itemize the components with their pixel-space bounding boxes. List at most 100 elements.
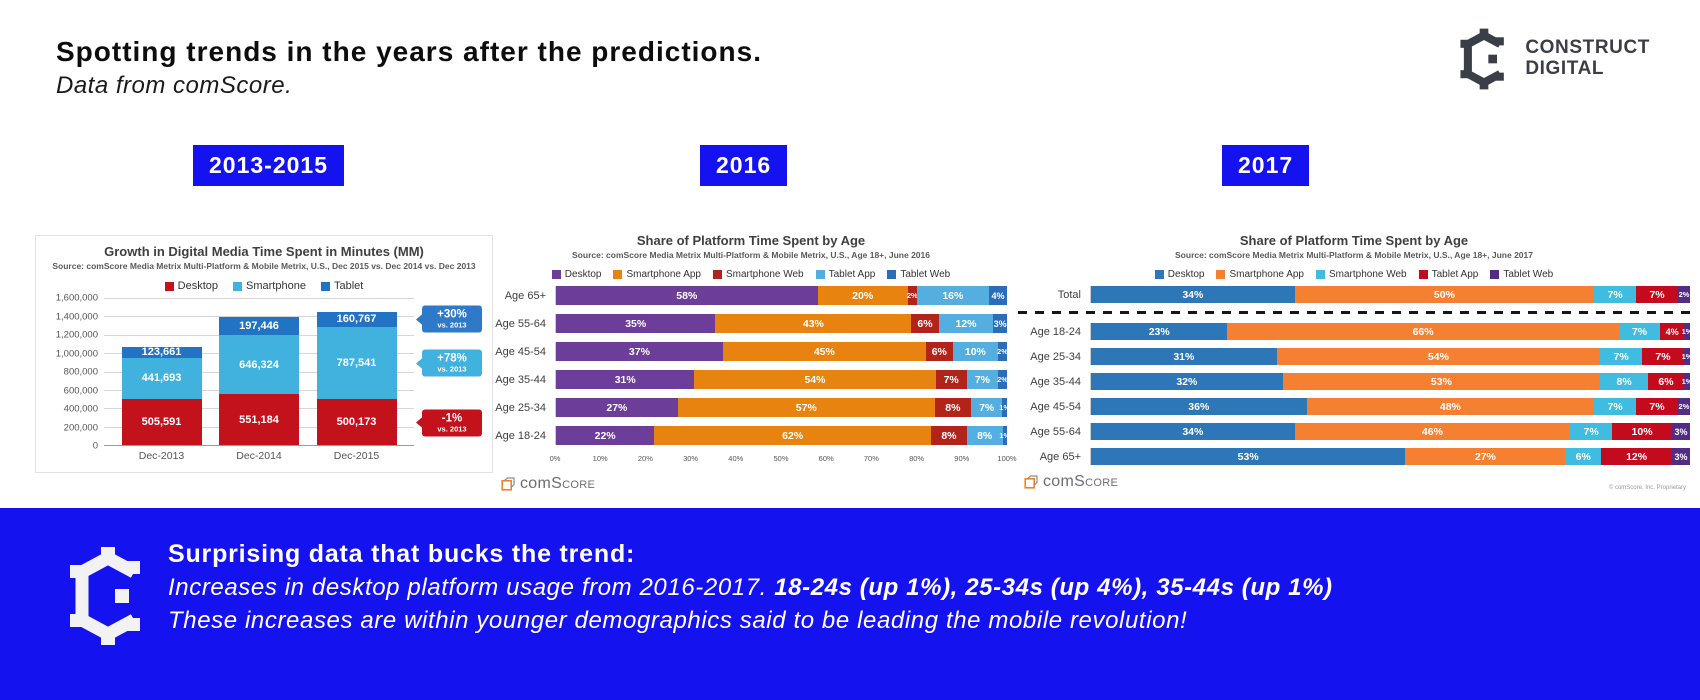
plot: 123,661 441,693 505,591 Dec-2013 197,446 646,…: [104, 298, 414, 462]
comscore-wordmark: comScore: [1043, 473, 1118, 491]
bar-segment: 43%: [715, 314, 912, 333]
bar-segment: 7%: [966, 370, 999, 389]
bar-track: 35% 43% 6% 12% 3%: [555, 314, 1007, 333]
bar-value-label: 22%: [594, 429, 616, 442]
legend-item: Smartphone Web: [712, 269, 804, 280]
bar-value-label: 10%: [964, 345, 986, 358]
legend-swatch: [1216, 270, 1226, 279]
bar-value-label: 8%: [945, 401, 961, 414]
comscore-icon: [501, 477, 515, 491]
construct-digital-logo: CONSTRUCT DIGITAL: [1453, 28, 1650, 90]
bar-value-label: 7%: [1649, 288, 1665, 301]
bar-value-label: 36%: [1188, 400, 1210, 413]
chart-source: Source: comScore Media Metrix Multi-Plat…: [52, 261, 476, 271]
bar-segment: 7%: [1570, 423, 1613, 440]
bar-segment: 197,446: [219, 316, 299, 335]
bar-value-label: 500,173: [336, 416, 377, 429]
legend-item: Desktop: [164, 280, 219, 292]
chart-legend: Desktop Smartphone App Smartphone Web Table…: [1018, 269, 1690, 280]
legend-label: Tablet Web: [1503, 269, 1554, 280]
bar-value-label: 48%: [1439, 400, 1461, 413]
legend-swatch: [1418, 270, 1428, 279]
bar-track: 58% 20% 2% 16% 4%: [555, 286, 1007, 305]
row-label: Age 45-54: [495, 345, 546, 358]
x-tick-label: 20%: [637, 454, 653, 463]
plot-area: 1,600,000 1,400,000 1,200,000 1,000,000 800,…: [44, 293, 484, 462]
bar-value-label: 54%: [1427, 350, 1449, 363]
bar-value-label: 34%: [1182, 425, 1204, 438]
bar-track: 36% 48% 7% 7% 2%: [1090, 398, 1690, 415]
bar-segment: 7%: [1642, 348, 1684, 365]
bar-segment: 646,324: [219, 335, 299, 395]
legend-item: Smartphone App: [1216, 269, 1304, 280]
callout-sub: vs. 2013: [437, 424, 467, 434]
bar-value-label: 1%: [1681, 327, 1693, 336]
bar-value-label: 7%: [1583, 425, 1599, 438]
construct-digital-wordmark: CONSTRUCT DIGITAL: [1525, 38, 1650, 79]
row-label: Total: [1057, 288, 1081, 301]
plot-area: Age 65+ 58% 20% 2% 16% 4% Age 55-64 35% 43% 6% 12%…: [495, 286, 1010, 445]
legend-item: Tablet Web: [1490, 269, 1553, 280]
legend-item: Smartphone App: [613, 269, 701, 280]
bar-value-label: 787,541: [336, 356, 377, 369]
legend-item: Tablet: [320, 280, 364, 292]
bar-track: 27% 57% 8% 7% 1%: [555, 398, 1010, 417]
bar-value-label: 3%: [993, 318, 1007, 329]
year-badge-2017: 2017: [1222, 145, 1310, 186]
bar-value-label: 551,184: [239, 413, 279, 426]
y-axis: 1,600,000 1,400,000 1,200,000 1,000,000 800,…: [44, 293, 104, 452]
bar-value-label: 10%: [1631, 425, 1653, 438]
page-title: Spotting trends in the years after the p…: [56, 36, 762, 67]
legend-swatch: [712, 270, 722, 279]
bar-value-label: 2%: [1678, 402, 1690, 411]
bar-value-label: 160,767: [336, 313, 377, 326]
bar-value-label: 31%: [614, 373, 636, 386]
legend-label: Tablet: [333, 280, 364, 292]
banner-text: Surprising data that bucks the trend: In…: [168, 540, 1333, 636]
legend-item: Tablet Web: [887, 269, 950, 280]
bar-value-label: 6%: [1575, 450, 1591, 463]
banner-line-1-bold: 18-24s (up 1%), 25-34s (up 4%), 35-44s (…: [774, 574, 1333, 601]
bar-segment: 27%: [1405, 448, 1566, 465]
bar-value-label: 34%: [1182, 288, 1204, 301]
bar-value-label: 27%: [606, 401, 628, 414]
legend-swatch: [1315, 270, 1325, 279]
chart-legend: Desktop Smartphone Tablet: [44, 280, 484, 292]
bar-segment: 160,767: [316, 311, 397, 327]
bar-segment: 54%: [694, 370, 936, 389]
comscore-wordmark: comScore: [520, 475, 595, 493]
row-label: Age 25-34: [495, 401, 546, 414]
legend-label: Smartphone: [246, 280, 306, 292]
bar-value-label: 8%: [941, 429, 957, 442]
chart-title: Share of Platform Time Spent by Age: [1239, 233, 1469, 248]
chart-row: Age 18-24 22% 62% 8% 8% 1%: [495, 426, 1010, 445]
row-label: Age 65+: [504, 289, 546, 302]
bar-segment: 57%: [677, 398, 935, 417]
bar-value-label: 123,661: [141, 346, 182, 358]
x-tick-label: 100%: [997, 454, 1017, 463]
bar-value-label: 6%: [917, 317, 933, 330]
bar-value-label: 2%: [997, 375, 1008, 384]
bar-segment: 2%: [1677, 398, 1690, 415]
x-tick-label: 10%: [592, 454, 608, 463]
bar-segment: 66%: [1227, 323, 1619, 340]
chart-row: Age 45-54 36% 48% 7% 7% 2%: [1018, 398, 1690, 415]
bar-value-label: 66%: [1412, 325, 1434, 338]
callout-value: -1%: [441, 412, 463, 425]
bar-value-label: 50%: [1433, 288, 1455, 301]
bar-segment: 31%: [1091, 348, 1277, 365]
chart-row: Age 35-44 32% 53% 8% 6% 1%: [1018, 373, 1692, 390]
bar-segment: 8%: [931, 426, 967, 445]
bar-track: 31% 54% 7% 7% 1%: [1090, 348, 1692, 365]
legend-label: Desktop: [177, 280, 219, 292]
bar-segment: 10%: [952, 342, 998, 361]
bar-value-label: 7%: [974, 373, 991, 386]
chart-row: Age 65+ 53% 27% 6% 12% 3%: [1018, 448, 1690, 465]
legend-label: Smartphone App: [1229, 269, 1304, 280]
legend-swatch: [815, 270, 825, 279]
bar-value-label: 4%: [991, 290, 1005, 301]
chart-row: Age 25-34 31% 54% 7% 7% 1%: [1018, 348, 1692, 365]
bar-value-label: 62%: [782, 429, 804, 442]
x-tick-label: 80%: [909, 454, 925, 463]
bar-segment: 6%: [1648, 373, 1684, 390]
